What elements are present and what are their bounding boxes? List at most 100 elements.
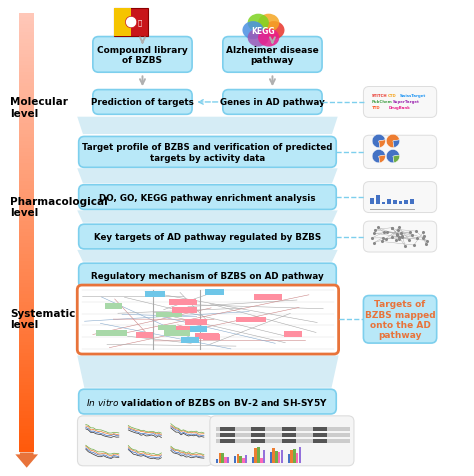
Bar: [19, 262, 34, 266]
Bar: [19, 204, 34, 208]
Wedge shape: [393, 156, 400, 163]
Bar: [205, 290, 224, 296]
Bar: [19, 47, 34, 51]
Bar: [19, 440, 34, 444]
FancyBboxPatch shape: [79, 185, 336, 210]
Bar: [195, 334, 219, 339]
Bar: [273, 448, 275, 464]
Bar: [19, 182, 34, 186]
Bar: [242, 458, 245, 464]
Bar: [251, 427, 265, 431]
Bar: [19, 397, 34, 401]
Bar: [19, 164, 34, 168]
Text: Target profile of BZBS and verification of predicted
targets by activity data: Target profile of BZBS and verification …: [82, 143, 333, 162]
Polygon shape: [77, 211, 337, 223]
Bar: [190, 327, 207, 333]
Bar: [19, 436, 34, 441]
Point: [405, 237, 413, 244]
Bar: [19, 367, 34, 372]
Point: [398, 233, 406, 240]
Text: TTD: TTD: [372, 106, 380, 110]
Bar: [19, 208, 34, 211]
Bar: [172, 307, 197, 313]
Bar: [19, 342, 34, 346]
Bar: [19, 197, 34, 200]
Bar: [19, 291, 34, 295]
Point: [383, 228, 391, 236]
FancyBboxPatch shape: [223, 90, 322, 115]
FancyBboxPatch shape: [93, 38, 192, 73]
Bar: [19, 120, 34, 124]
Point: [420, 233, 428, 240]
Bar: [184, 319, 207, 325]
Bar: [19, 266, 34, 269]
Bar: [254, 294, 282, 300]
Text: DO, GO, KEGG pathway enrichment analysis: DO, GO, KEGG pathway enrichment analysis: [99, 193, 316, 202]
Ellipse shape: [258, 30, 279, 48]
Polygon shape: [77, 356, 338, 388]
Bar: [19, 244, 34, 248]
Point: [378, 238, 386, 246]
Bar: [245, 455, 247, 464]
FancyBboxPatch shape: [364, 182, 437, 213]
Bar: [19, 87, 34, 91]
Bar: [19, 320, 34, 324]
Bar: [164, 331, 190, 337]
Bar: [19, 51, 34, 55]
Bar: [19, 349, 34, 353]
Wedge shape: [386, 150, 400, 163]
Bar: [370, 209, 415, 210]
Bar: [19, 36, 34, 40]
Bar: [19, 429, 34, 433]
Bar: [19, 364, 34, 368]
Bar: [19, 105, 34, 109]
Bar: [19, 215, 34, 218]
Bar: [19, 237, 34, 240]
Bar: [19, 313, 34, 317]
Bar: [19, 418, 34, 423]
Bar: [19, 346, 34, 350]
FancyBboxPatch shape: [79, 225, 336, 249]
Bar: [284, 332, 302, 337]
Point: [419, 229, 427, 237]
Bar: [19, 25, 34, 30]
Bar: [19, 211, 34, 215]
Circle shape: [126, 17, 137, 29]
Bar: [19, 240, 34, 244]
Point: [389, 225, 396, 233]
Bar: [282, 427, 296, 431]
Ellipse shape: [247, 15, 269, 33]
Bar: [19, 331, 34, 335]
Polygon shape: [77, 250, 337, 262]
Bar: [19, 95, 34, 99]
Wedge shape: [372, 150, 385, 163]
Bar: [173, 300, 197, 306]
Bar: [236, 317, 266, 323]
Point: [395, 234, 403, 241]
Bar: [19, 317, 34, 320]
Bar: [19, 433, 34, 437]
Bar: [19, 146, 34, 149]
Bar: [171, 327, 195, 332]
FancyBboxPatch shape: [79, 264, 336, 288]
Bar: [136, 332, 153, 338]
Bar: [19, 54, 34, 59]
Bar: [257, 447, 260, 464]
Bar: [234, 456, 236, 464]
Bar: [19, 18, 34, 22]
Bar: [19, 258, 34, 262]
Bar: [19, 273, 34, 277]
Bar: [19, 171, 34, 175]
Bar: [251, 433, 265, 437]
Wedge shape: [379, 156, 385, 163]
Bar: [288, 454, 290, 464]
Point: [397, 229, 404, 237]
Bar: [182, 337, 199, 343]
FancyBboxPatch shape: [364, 296, 437, 343]
Bar: [203, 334, 220, 340]
Text: Pharmacological
level: Pharmacological level: [10, 197, 108, 218]
Wedge shape: [379, 140, 385, 148]
Bar: [19, 393, 34, 397]
FancyBboxPatch shape: [79, 389, 336, 414]
Bar: [216, 433, 350, 437]
